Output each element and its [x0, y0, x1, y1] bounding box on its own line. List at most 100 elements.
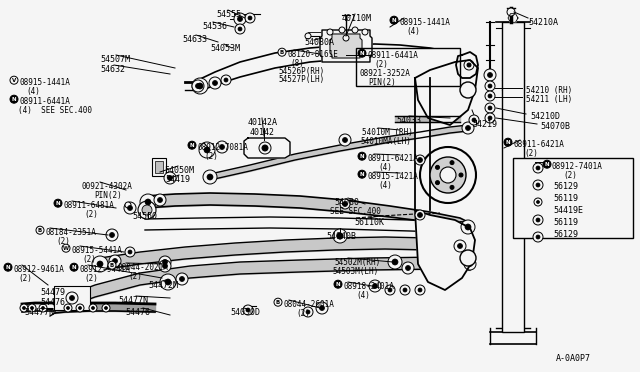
Circle shape [372, 283, 378, 289]
Circle shape [238, 27, 242, 31]
Text: 08911-6421A: 08911-6421A [367, 154, 418, 163]
Text: (2): (2) [84, 210, 98, 219]
Circle shape [415, 285, 425, 295]
Text: 08918-2401A: 08918-2401A [343, 282, 394, 291]
Circle shape [536, 166, 540, 170]
Circle shape [536, 183, 540, 187]
Circle shape [39, 304, 47, 312]
Circle shape [417, 157, 422, 163]
Circle shape [327, 29, 333, 35]
Text: 40142: 40142 [250, 128, 275, 137]
Polygon shape [320, 30, 372, 62]
Circle shape [67, 307, 70, 310]
Circle shape [362, 29, 368, 35]
Text: N: N [392, 18, 396, 23]
Circle shape [406, 266, 410, 270]
Circle shape [461, 220, 475, 234]
Circle shape [113, 259, 118, 263]
Circle shape [417, 212, 422, 218]
Text: 08915-1441A: 08915-1441A [399, 18, 450, 27]
Circle shape [358, 49, 366, 57]
Text: 54010MA(LH): 54010MA(LH) [360, 137, 411, 146]
Text: 56129: 56129 [553, 230, 578, 239]
Circle shape [343, 35, 349, 41]
Circle shape [352, 27, 358, 33]
Circle shape [109, 255, 121, 267]
Text: 56129: 56129 [553, 182, 578, 191]
Text: N: N [72, 265, 76, 270]
Text: (2): (2) [374, 60, 388, 69]
Text: 40110M: 40110M [342, 14, 372, 23]
Text: B: B [38, 228, 42, 233]
Circle shape [319, 305, 324, 311]
Text: N: N [189, 143, 195, 148]
Text: 08921-3252A: 08921-3252A [360, 69, 411, 78]
Text: W: W [63, 246, 69, 251]
Text: (2): (2) [128, 272, 142, 281]
Circle shape [97, 261, 103, 267]
Circle shape [340, 199, 350, 209]
Circle shape [533, 232, 543, 242]
Circle shape [533, 163, 543, 173]
Polygon shape [330, 34, 362, 58]
Circle shape [104, 307, 108, 310]
Circle shape [485, 103, 495, 113]
Circle shape [472, 118, 476, 122]
Circle shape [28, 304, 36, 312]
Text: 08044-2601A: 08044-2601A [283, 300, 334, 309]
Circle shape [420, 147, 476, 203]
Text: 54502M(RH): 54502M(RH) [334, 258, 380, 267]
Circle shape [42, 307, 45, 310]
Circle shape [89, 304, 97, 312]
Bar [54, 286, 90, 310]
Text: (4): (4) [356, 291, 370, 300]
Bar [152, 158, 166, 176]
Text: A-0A0P7: A-0A0P7 [556, 354, 591, 363]
Circle shape [369, 280, 381, 292]
Circle shape [31, 307, 33, 310]
Text: (2): (2) [56, 237, 70, 246]
Text: 54477N: 54477N [118, 296, 148, 305]
Circle shape [403, 288, 407, 292]
Circle shape [234, 13, 246, 25]
Text: 54536: 54536 [202, 22, 227, 31]
Text: N: N [360, 172, 364, 177]
Circle shape [76, 304, 84, 312]
Circle shape [464, 258, 476, 270]
Circle shape [36, 226, 44, 234]
Text: 54477N: 54477N [24, 308, 54, 317]
Circle shape [467, 63, 471, 67]
Polygon shape [456, 52, 478, 78]
Text: B: B [276, 300, 280, 305]
Circle shape [484, 69, 496, 81]
Text: 08911-6421A: 08911-6421A [513, 140, 564, 149]
Circle shape [108, 261, 116, 269]
Circle shape [485, 113, 495, 123]
Circle shape [197, 83, 203, 89]
Circle shape [154, 194, 166, 206]
Circle shape [536, 201, 540, 203]
Text: N: N [336, 282, 340, 287]
Circle shape [430, 157, 466, 193]
Circle shape [467, 262, 472, 266]
Circle shape [533, 180, 543, 190]
Text: 54211 (LH): 54211 (LH) [526, 95, 572, 104]
Circle shape [464, 86, 472, 94]
Circle shape [62, 244, 70, 252]
Circle shape [142, 205, 152, 215]
Circle shape [216, 141, 228, 153]
Circle shape [127, 205, 132, 211]
Bar [155, 161, 163, 173]
Circle shape [195, 83, 200, 89]
Bar [356, 48, 460, 86]
Circle shape [209, 77, 221, 89]
Circle shape [22, 307, 26, 310]
Bar [502, 22, 524, 332]
Text: PIN(2): PIN(2) [368, 78, 396, 87]
Circle shape [79, 307, 81, 310]
Circle shape [10, 95, 18, 103]
Polygon shape [508, 14, 518, 22]
Circle shape [246, 308, 250, 312]
Circle shape [157, 198, 163, 202]
Circle shape [450, 185, 454, 189]
